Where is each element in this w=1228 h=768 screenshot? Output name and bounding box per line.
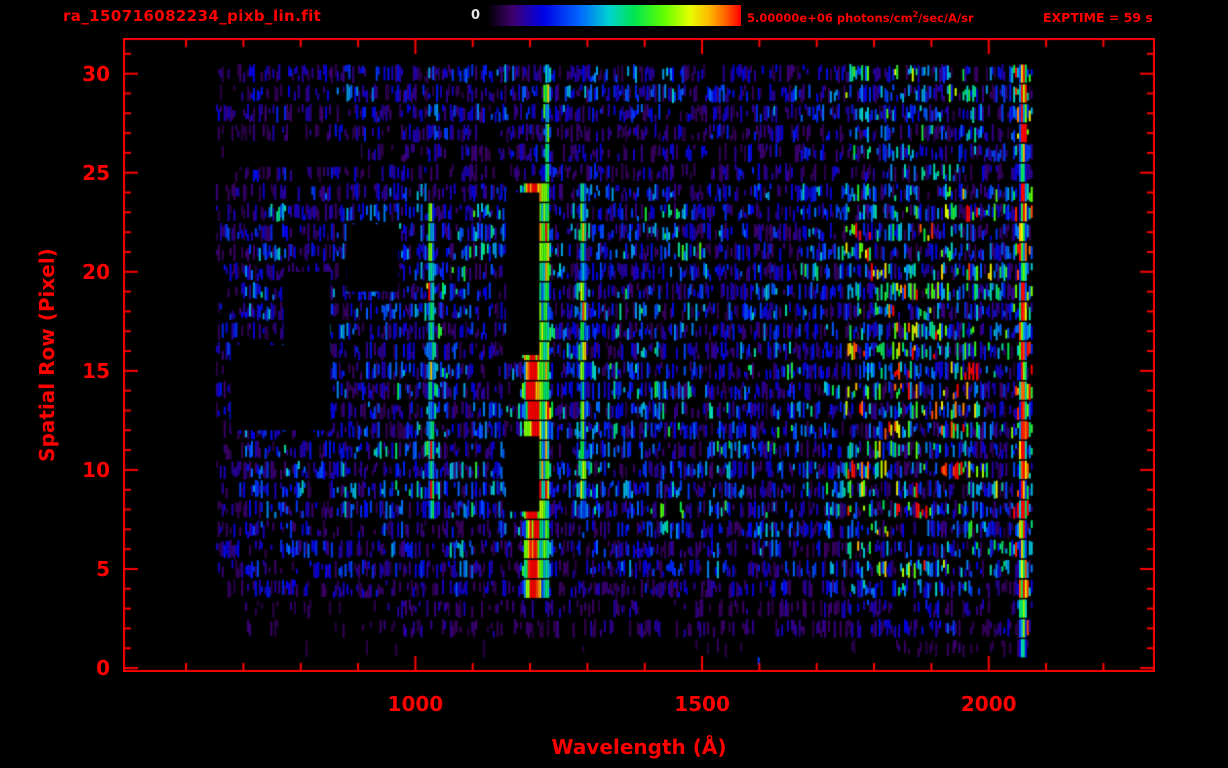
- colorbar-units-suffix: /sec/A/sr: [918, 10, 974, 25]
- x-tick-label: 1000: [387, 692, 444, 716]
- y-tick-label: 25: [82, 160, 110, 185]
- filename-title: ra_150716082234_pixb_lin.fit: [63, 7, 322, 25]
- x-tick-label: 1500: [674, 692, 730, 716]
- x-axis-title: Wavelength (Å): [551, 735, 727, 759]
- colorbar-max-label: 5.00000e+06 photons/cm2/sec/A/sr: [747, 10, 974, 25]
- colorbar-min-label: 0: [470, 8, 480, 23]
- y-tick-label: 5: [96, 556, 110, 581]
- colorbar-units-sup: 2: [912, 10, 919, 19]
- y-axis-title: Spatial Row (Pixel): [35, 248, 59, 462]
- axes-frame: [123, 38, 1155, 672]
- y-tick-label: 0: [96, 656, 110, 681]
- colorbar: [487, 5, 741, 26]
- exptime-label: EXPTIME = 59 s: [1043, 10, 1153, 25]
- y-tick-label: 30: [82, 61, 110, 86]
- y-tick-label: 10: [82, 457, 110, 482]
- y-tick-label: 15: [82, 358, 110, 383]
- colorbar-units-prefix: photons/cm: [832, 10, 913, 25]
- y-tick-label: 20: [82, 259, 110, 284]
- colorbar-max-value: 5.00000e+06: [747, 10, 833, 25]
- x-tick-label: 2000: [960, 692, 1017, 716]
